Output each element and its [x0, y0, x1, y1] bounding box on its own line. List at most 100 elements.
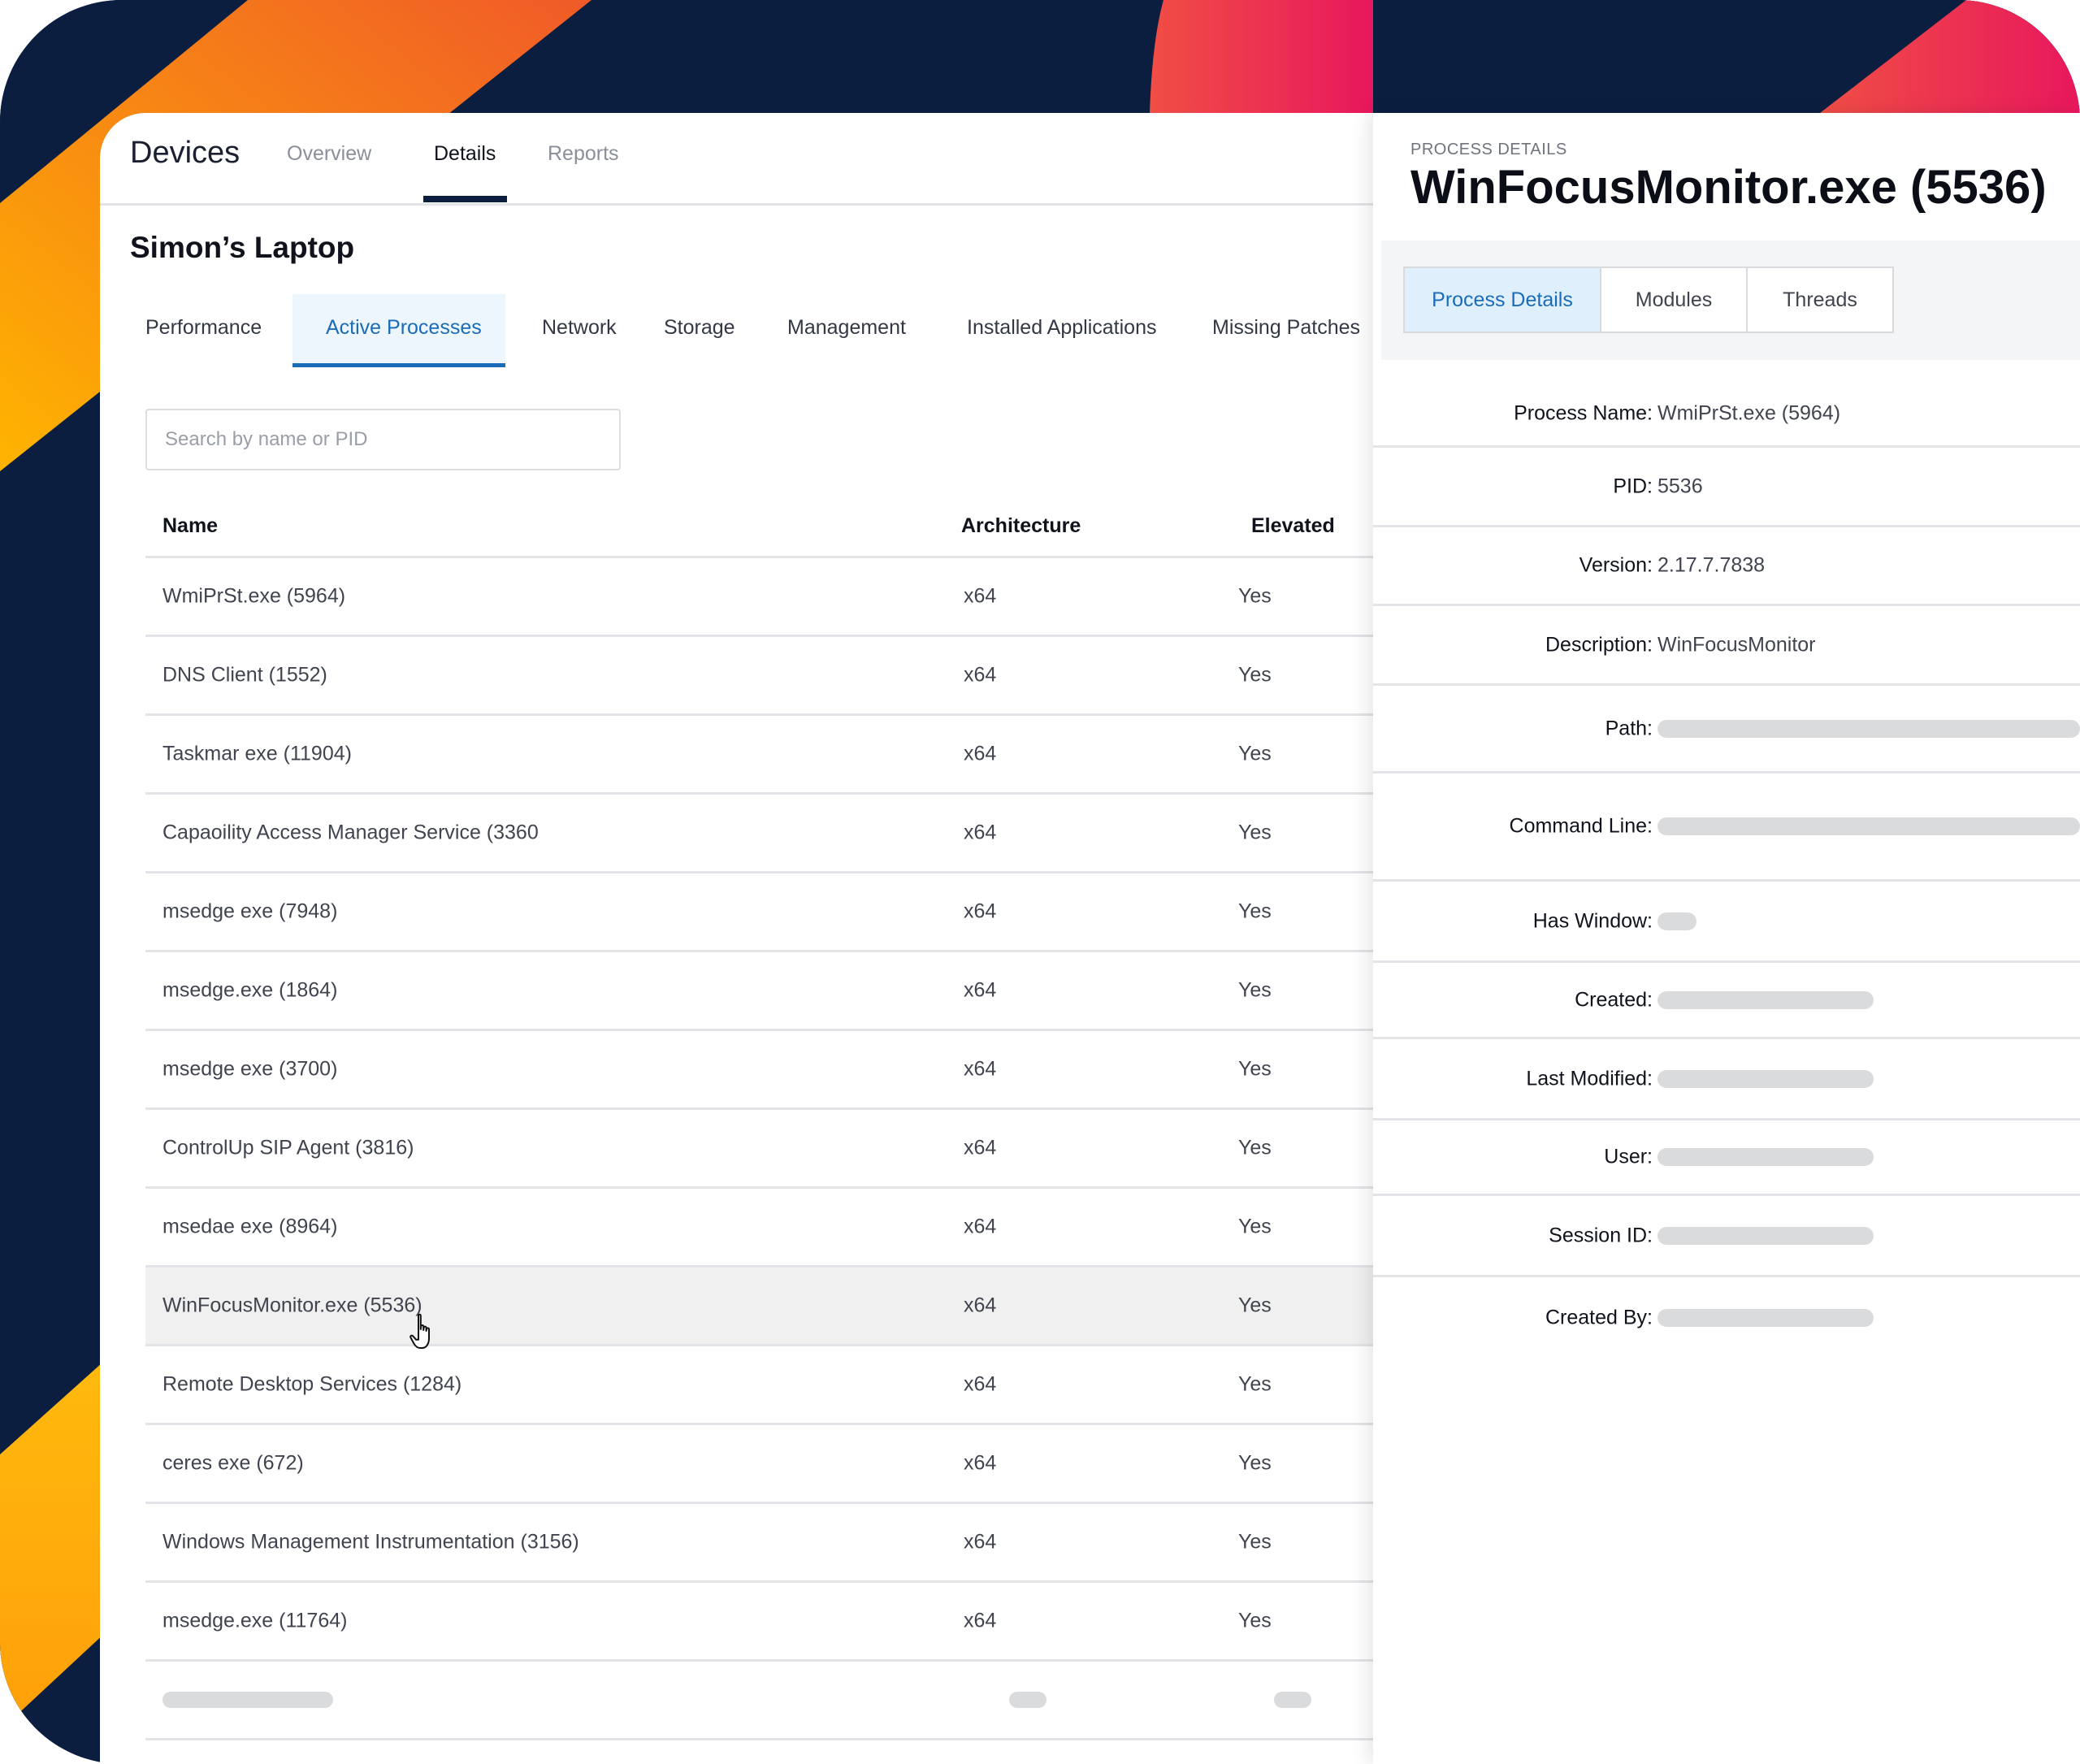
loading-placeholder [162, 1692, 333, 1708]
process-elevated: Yes [1238, 1609, 1272, 1632]
hand-pointer-icon [409, 1313, 441, 1356]
process-elevated: Yes [1238, 1530, 1272, 1554]
detail-label: PID: [1613, 475, 1653, 497]
detail-label: User: [1604, 1145, 1653, 1168]
detail-row-has-window: Has Window: [1373, 882, 2080, 963]
process-elevated: Yes [1238, 821, 1272, 844]
process-architecture: x64 [964, 1215, 997, 1238]
process-name: DNS Client (1552) [162, 663, 327, 687]
panel-kicker: PROCESS DETAILS [1410, 141, 1567, 158]
panel-tab-bar: Process Details Modules Threads [1381, 241, 2080, 360]
table-row[interactable]: ceres exe (672) x64 Yes [145, 1425, 1373, 1504]
table-row[interactable]: Windows Management Instrumentation (3156… [145, 1504, 1373, 1583]
detail-row-command-line: Command Line: [1373, 774, 2080, 882]
table-row[interactable]: msedge exe (7948) x64 Yes [145, 873, 1373, 952]
detail-row-pid: PID: 5536 [1373, 448, 2080, 527]
process-details-panel: PROCESS DETAILS WinFocusMonitor.exe (553… [1373, 113, 2080, 1764]
detail-row-process-name: Process Name: WmiPrSt.exe (5964) [1373, 381, 2080, 448]
detail-value: 2.17.7.7838 [1658, 553, 1766, 577]
process-name: msedge exe (3700) [162, 1057, 338, 1081]
detail-label: Command Line: [1509, 814, 1653, 838]
subtab-active-processes[interactable]: Active Processes [326, 316, 482, 339]
process-elevated: Yes [1238, 742, 1272, 765]
process-architecture: x64 [964, 1136, 997, 1159]
loading-placeholder [1658, 1309, 1874, 1327]
active-subtab-highlight [292, 294, 505, 367]
tab-details[interactable]: Details [434, 142, 496, 165]
detail-label: Created: [1575, 988, 1653, 1011]
process-name: ControlUp SIP Agent (3816) [162, 1136, 414, 1159]
detail-row-created: Created: [1373, 963, 2080, 1039]
table-row-selected[interactable]: WinFocusMonitor.exe (5536) x64 Yes [145, 1268, 1373, 1346]
table-row-loading [145, 1662, 1373, 1740]
table-row[interactable]: msedge.exe (1864) x64 Yes [145, 952, 1373, 1031]
loading-placeholder [1658, 719, 2080, 738]
column-header-elevated[interactable]: Elevated [1251, 514, 1335, 537]
subtab-network[interactable]: Network [542, 316, 617, 339]
process-architecture: x64 [964, 584, 997, 608]
process-name: Windows Management Instrumentation (3156… [162, 1530, 579, 1554]
tab-threads[interactable]: Threads [1746, 267, 1894, 333]
process-name: Taskmar exe (11904) [162, 742, 352, 765]
process-name: msedge exe (7948) [162, 899, 338, 923]
process-elevated: Yes [1238, 1294, 1272, 1317]
process-elevated: Yes [1238, 584, 1272, 608]
process-name: msedge.exe (11764) [162, 1609, 348, 1632]
subtab-performance[interactable]: Performance [145, 316, 262, 339]
process-name: msedge.exe (1864) [162, 978, 338, 1002]
table-row[interactable]: Capaoility Access Manager Service (3360 … [145, 795, 1373, 873]
process-name: Remote Desktop Services (1284) [162, 1372, 462, 1396]
detail-label: Path: [1605, 717, 1653, 739]
detail-row-last-modified: Last Modified: [1373, 1039, 2080, 1120]
subtab-management[interactable]: Management [787, 316, 906, 339]
process-elevated: Yes [1238, 978, 1272, 1002]
process-elevated: Yes [1238, 1215, 1272, 1238]
process-elevated: Yes [1238, 1136, 1272, 1159]
search-input[interactable] [145, 409, 621, 470]
subtab-missing-patches[interactable]: Missing Patches [1212, 316, 1361, 339]
table-row[interactable]: Taskmar exe (11904) x64 Yes [145, 716, 1373, 795]
detail-row-path: Path: [1373, 686, 2080, 774]
table-row[interactable]: msedge exe (3700) x64 Yes [145, 1031, 1373, 1110]
devices-main-card: Devices Overview Details Reports Simon’s… [100, 113, 1373, 1764]
detail-row-session-id: Session ID: [1373, 1196, 2080, 1277]
panel-title: WinFocusMonitor.exe (5536) [1410, 161, 2047, 214]
table-row[interactable]: ControlUp SIP Agent (3816) x64 Yes [145, 1110, 1373, 1189]
process-architecture: x64 [964, 742, 997, 765]
process-name: WinFocusMonitor.exe (5536) [162, 1294, 422, 1317]
tab-process-details[interactable]: Process Details [1403, 267, 1601, 333]
detail-row-version: Version: 2.17.7.7838 [1373, 527, 2080, 606]
subtab-installed-applications[interactable]: Installed Applications [967, 316, 1157, 339]
loading-placeholder [1009, 1692, 1046, 1708]
detail-label: Version: [1579, 553, 1653, 577]
detail-label: Created By: [1545, 1306, 1653, 1329]
process-architecture: x64 [964, 1372, 997, 1396]
loading-placeholder [1658, 912, 1696, 930]
table-row[interactable]: WmiPrSt.exe (5964) x64 Yes [145, 558, 1373, 637]
detail-label: Session ID: [1549, 1224, 1653, 1246]
process-elevated: Yes [1238, 1057, 1272, 1081]
process-architecture: x64 [964, 1057, 997, 1081]
process-elevated: Yes [1238, 663, 1272, 687]
tab-reports[interactable]: Reports [548, 142, 619, 165]
process-architecture: x64 [964, 1294, 997, 1317]
table-row[interactable]: msedae exe (8964) x64 Yes [145, 1189, 1373, 1268]
table-row[interactable]: msedge.exe (11764) x64 Yes [145, 1583, 1373, 1662]
table-row[interactable]: Remote Desktop Services (1284) x64 Yes [145, 1346, 1373, 1425]
detail-label: Process Name: [1514, 401, 1653, 424]
process-architecture: x64 [964, 663, 997, 687]
column-header-architecture[interactable]: Architecture [961, 514, 1081, 537]
table-row[interactable]: DNS Client (1552) x64 Yes [145, 637, 1373, 716]
process-architecture: x64 [964, 821, 997, 844]
tab-modules[interactable]: Modules [1600, 267, 1748, 333]
process-name: WmiPrSt.exe (5964) [162, 584, 346, 608]
tab-overview[interactable]: Overview [287, 142, 372, 165]
loading-placeholder [1274, 1692, 1311, 1708]
loading-placeholder [1658, 1226, 1874, 1245]
detail-value: WinFocusMonitor [1658, 633, 1816, 656]
app-title: Devices [130, 136, 240, 170]
detail-row-description: Description: WinFocusMonitor [1373, 606, 2080, 686]
subtab-storage[interactable]: Storage [664, 316, 735, 339]
process-architecture: x64 [964, 978, 997, 1002]
column-header-name[interactable]: Name [162, 514, 219, 537]
